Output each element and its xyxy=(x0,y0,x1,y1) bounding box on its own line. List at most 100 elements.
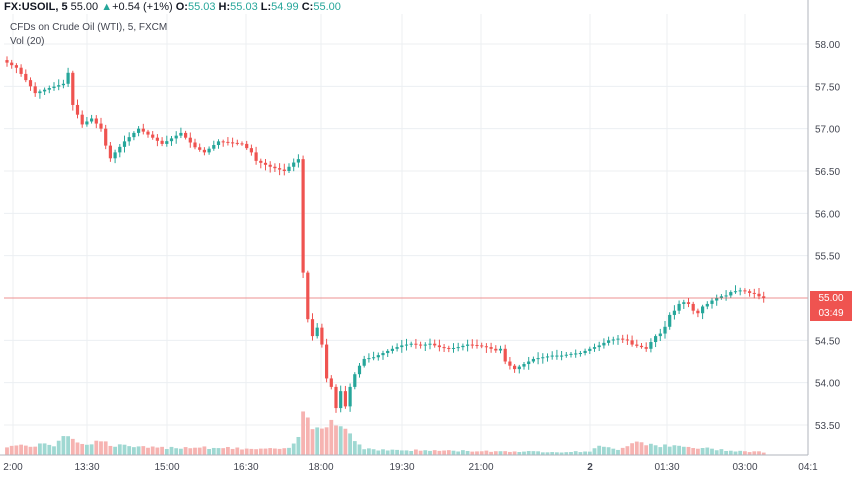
candle-body xyxy=(672,310,676,315)
candle-body xyxy=(630,340,634,345)
candle-body xyxy=(33,86,37,94)
volume-bar xyxy=(179,448,183,455)
candle-body xyxy=(531,358,535,362)
candle-body xyxy=(395,347,399,349)
volume-bar xyxy=(470,451,475,455)
up-triangle-icon: ▲ xyxy=(101,1,113,13)
candle-body xyxy=(137,128,141,133)
candle-body xyxy=(263,162,268,165)
candle-body xyxy=(743,290,747,292)
volume-bar xyxy=(446,450,451,455)
grid-layer xyxy=(4,14,808,455)
x-tick-label: 03:00 xyxy=(732,462,757,473)
volume-bar xyxy=(160,446,164,455)
candle-body xyxy=(583,350,587,354)
volume-bar xyxy=(747,452,752,455)
candle-body xyxy=(428,343,432,345)
candle-body xyxy=(433,343,437,346)
volume-bar xyxy=(324,427,329,455)
candle-body xyxy=(353,374,357,387)
volume-bar xyxy=(442,450,446,455)
y-axis-layer: 58.0057.5057.0056.5056.0055.5055.0054.50… xyxy=(815,40,840,432)
volume-bar xyxy=(352,441,357,455)
volume-bar xyxy=(66,436,70,455)
candle-body xyxy=(5,60,9,63)
volume-bar xyxy=(155,447,160,455)
candle-body xyxy=(310,319,315,337)
volume-bar xyxy=(484,450,489,455)
candle-body xyxy=(757,293,761,297)
indicator-series-label[interactable]: CFDs on Crude Oil (WTI), 5, FXCM xyxy=(10,22,168,33)
candle-body xyxy=(362,358,366,366)
candle-body xyxy=(404,344,409,346)
candle-body xyxy=(141,128,145,132)
y-tick-label: 57.00 xyxy=(815,125,840,136)
candle-body xyxy=(94,118,98,124)
candle-body xyxy=(19,67,23,74)
volume-bar xyxy=(320,428,324,455)
close-value: 55.00 xyxy=(313,1,341,13)
volume-bar xyxy=(23,445,28,455)
volume-bar xyxy=(85,444,89,455)
x-tick-label: 16:30 xyxy=(233,462,258,473)
volume-bar xyxy=(545,452,550,455)
volume-bar xyxy=(150,446,155,455)
volume-bar xyxy=(677,445,681,455)
volume-bar xyxy=(672,445,677,455)
candle-body xyxy=(752,292,756,294)
candle-body xyxy=(658,333,662,337)
candle-body xyxy=(494,348,498,351)
candle-body xyxy=(466,344,470,346)
volume-bar xyxy=(634,441,639,455)
candle-body xyxy=(611,339,615,341)
candle-body xyxy=(301,159,305,273)
candle-body xyxy=(28,80,33,87)
volume-bar xyxy=(381,449,385,455)
candle-body xyxy=(729,292,733,296)
candle-body xyxy=(207,148,211,153)
volume-bar xyxy=(287,447,291,455)
volume-layer xyxy=(5,411,766,455)
candle-body xyxy=(475,344,479,346)
candle-body xyxy=(245,143,249,149)
candle-body xyxy=(738,290,742,292)
candle-body xyxy=(545,356,550,358)
candle-body xyxy=(635,344,639,346)
y-tick-label: 57.50 xyxy=(815,82,840,93)
candle-layer xyxy=(5,56,766,413)
volume-bar xyxy=(493,451,498,455)
x-tick-label: 19:30 xyxy=(389,462,414,473)
volume-bar xyxy=(630,443,634,455)
volume-bar xyxy=(625,446,630,455)
candle-body xyxy=(118,146,122,153)
volume-bar xyxy=(616,449,620,455)
candle-body xyxy=(748,291,752,293)
volume-bar xyxy=(258,448,263,455)
volume-bar xyxy=(714,450,719,455)
volume-bar xyxy=(38,443,42,455)
x-tick-label: 21:00 xyxy=(468,462,493,473)
candle-body xyxy=(334,386,338,409)
candle-body xyxy=(14,65,18,68)
candle-body xyxy=(701,306,705,314)
volume-bar xyxy=(282,448,287,455)
volume-bar xyxy=(188,448,193,455)
volume-bar xyxy=(395,449,399,455)
candle-body xyxy=(588,348,592,351)
volume-bar xyxy=(663,444,667,455)
volume-bar xyxy=(33,446,38,455)
candle-body xyxy=(592,347,597,349)
countdown-tag: 03:49 xyxy=(810,306,852,321)
x-axis-layer: 2:00 13:30 15:00 16:30 18:00 19:30 21:00 2 01:30… xyxy=(0,0,818,473)
candle-body xyxy=(66,72,70,84)
volume-bar xyxy=(202,446,207,455)
volume-bar xyxy=(362,449,367,455)
volume-bar xyxy=(743,451,747,455)
indicator-volume-label[interactable]: Vol (20) xyxy=(10,36,45,47)
candle-body xyxy=(442,347,446,349)
high-value: 55.03 xyxy=(230,1,258,13)
volume-bar xyxy=(122,444,127,455)
volume-bar xyxy=(606,447,611,455)
volume-bar xyxy=(169,446,174,455)
